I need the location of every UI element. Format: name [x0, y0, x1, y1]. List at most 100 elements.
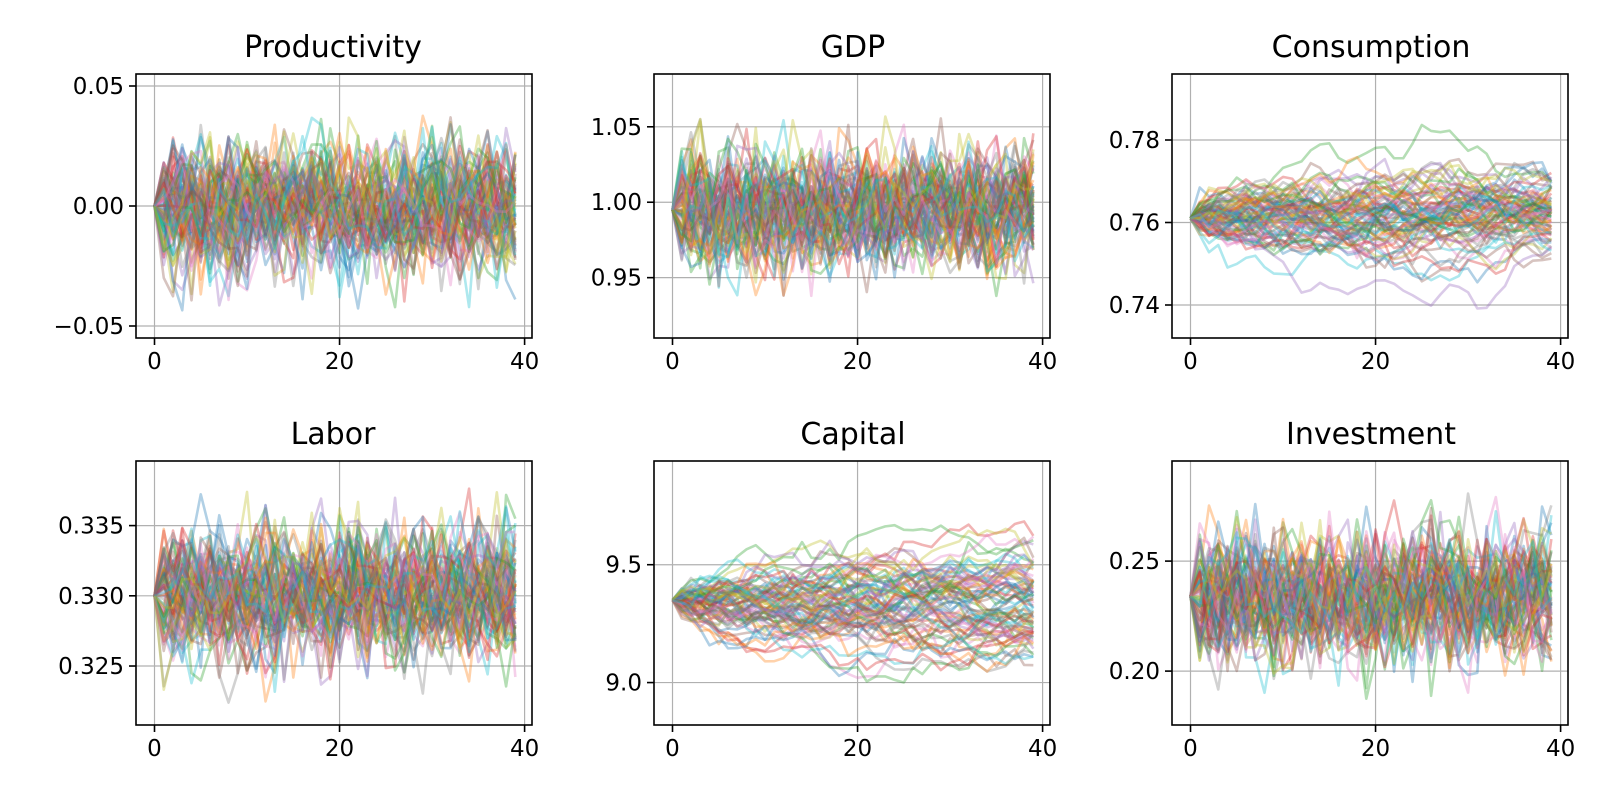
series-line	[672, 598, 1034, 678]
series-line	[1189, 526, 1553, 658]
plot-area	[1172, 74, 1568, 338]
series-line	[153, 143, 517, 283]
series-line	[1190, 161, 1552, 220]
series-line	[1189, 518, 1553, 665]
series-line	[1189, 526, 1553, 658]
subplot-consumption: Consumption 0 20 40 0.74 0.76 0.78	[1109, 30, 1575, 375]
series-line	[1189, 196, 1552, 242]
series-line	[1190, 193, 1553, 246]
subplot-title: Consumption	[1272, 30, 1471, 65]
series-line	[1190, 206, 1553, 262]
series-line	[671, 599, 1034, 663]
x-tick-label: 40	[1546, 736, 1575, 762]
series-line	[671, 594, 1034, 643]
series-line	[1190, 211, 1553, 257]
series-line	[1189, 548, 1552, 667]
series-line	[1189, 539, 1553, 654]
axes: 0 20 40 0.325 0.330 0.335	[58, 460, 539, 762]
series-line	[1190, 192, 1552, 236]
series-line	[1189, 178, 1552, 246]
series-line	[153, 529, 516, 649]
y-tick-label: 0.00	[73, 194, 124, 220]
series-line	[671, 117, 1034, 284]
series-line	[1189, 546, 1553, 691]
series-line	[671, 599, 1035, 684]
series-line	[671, 557, 1035, 647]
series-line	[153, 160, 517, 287]
series-line	[671, 154, 1034, 260]
series-line	[153, 139, 517, 275]
series-line	[671, 584, 1034, 637]
series-line	[672, 585, 1034, 656]
series-line	[671, 539, 1035, 606]
series-line	[153, 120, 517, 296]
x-tick-label: 20	[843, 349, 872, 375]
series-line	[153, 533, 517, 684]
series-line	[1189, 170, 1553, 220]
series-line	[154, 131, 517, 298]
series-line	[671, 523, 1034, 601]
series-line	[153, 504, 516, 671]
series-line	[153, 536, 517, 675]
series-line	[1189, 515, 1553, 670]
series-line	[1189, 529, 1553, 676]
series-line	[671, 156, 1035, 270]
series-line	[153, 174, 517, 292]
series-line	[153, 525, 517, 653]
series-line	[1189, 549, 1553, 673]
series-line	[153, 116, 517, 288]
series-line	[672, 579, 1035, 650]
series-line	[1189, 183, 1552, 231]
series-line	[671, 155, 1035, 269]
series-line	[153, 158, 517, 277]
series-line	[672, 588, 1034, 643]
axes: 0 20 40 9.0 9.5	[605, 460, 1057, 762]
series-line	[1190, 163, 1552, 222]
axes-frame	[1171, 73, 1569, 339]
series-line	[1189, 187, 1552, 244]
series-line	[1189, 521, 1552, 700]
series-line	[153, 144, 517, 282]
series-line	[1189, 538, 1552, 654]
axes-frame	[135, 460, 533, 726]
series-line	[1189, 200, 1552, 253]
series-line	[153, 493, 517, 650]
series-line	[671, 148, 1035, 272]
series-line	[153, 550, 517, 658]
series-line	[1189, 161, 1553, 234]
series-line	[671, 159, 1035, 289]
series-line	[153, 527, 517, 641]
series-line	[1189, 539, 1553, 652]
series-line	[1190, 188, 1552, 250]
series-line	[671, 154, 1035, 270]
series-line	[153, 522, 517, 666]
series-line	[1189, 560, 1553, 665]
series-line	[153, 534, 517, 627]
series-line	[153, 141, 517, 247]
series-line	[1190, 196, 1553, 258]
series-line	[1189, 217, 1552, 269]
y-tick-label: 0.76	[1109, 211, 1160, 237]
series-line	[1189, 183, 1553, 243]
axes-frame	[653, 73, 1051, 339]
series-line	[1189, 191, 1552, 242]
series-line	[1190, 203, 1553, 247]
series-line	[671, 150, 1035, 278]
series-line	[153, 551, 516, 675]
y-tick-label: 0.325	[58, 654, 124, 680]
series-line	[1189, 204, 1552, 260]
series-line	[153, 116, 517, 250]
series-line	[153, 134, 517, 290]
series-line	[672, 569, 1034, 640]
series-line	[1189, 161, 1553, 225]
series-line	[672, 120, 1035, 276]
series-line	[1189, 539, 1553, 677]
series-line	[671, 148, 1034, 263]
series-line	[153, 526, 517, 681]
series-line	[1190, 165, 1553, 227]
series-line	[153, 140, 517, 281]
series-line	[153, 506, 516, 703]
series-line	[671, 553, 1035, 629]
series-line	[671, 151, 1035, 278]
